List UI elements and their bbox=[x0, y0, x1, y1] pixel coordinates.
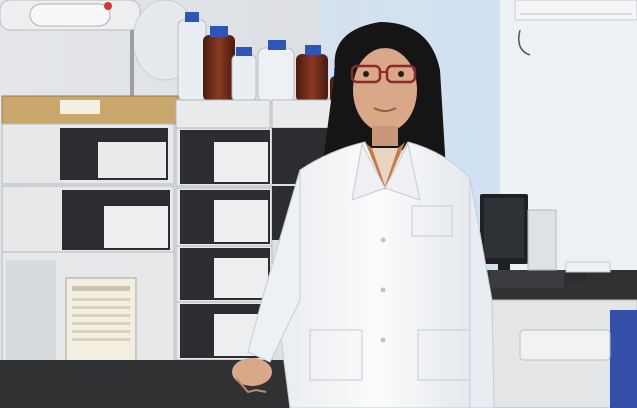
reagent-bottles bbox=[177, 12, 354, 104]
mouse bbox=[566, 270, 586, 282]
blue-cabinet-door bbox=[610, 310, 637, 408]
printer bbox=[519, 329, 611, 361]
test-tube-rack bbox=[527, 209, 557, 271]
keyboard bbox=[490, 270, 564, 288]
papers bbox=[565, 261, 611, 273]
scientist bbox=[232, 22, 495, 408]
computer-monitor bbox=[480, 194, 528, 274]
air-conditioner bbox=[514, 0, 637, 21]
cable bbox=[518, 29, 531, 56]
